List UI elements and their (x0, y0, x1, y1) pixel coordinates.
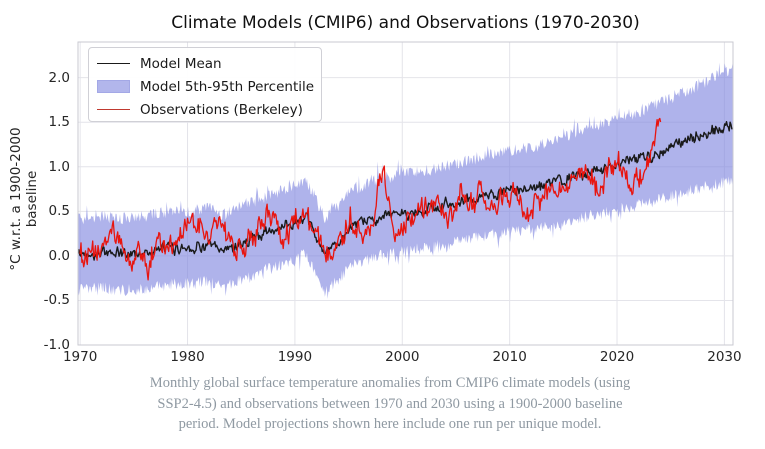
chart-title: Climate Models (CMIP6) and Observations … (23, 13, 765, 33)
y-tick-label: 0.5 (48, 203, 70, 220)
x-tick-label: 2010 (492, 349, 527, 365)
legend-label-observations: Observations (Berkeley) (140, 101, 303, 118)
y-tick-label: 1.5 (48, 114, 70, 131)
legend-item-observations: Observations (Berkeley) (97, 98, 321, 121)
legend-label-percentile-band: Model 5th-95th Percentile (140, 78, 315, 95)
model-mean-line (78, 121, 733, 261)
x-tick-label: 2000 (385, 349, 420, 365)
chart-title-text: Climate Models (CMIP6) and Observations … (171, 13, 640, 33)
y-tick-label: -1.0 (43, 337, 70, 353)
caption-line-2: SSP2-4.5) and observations between 1970 … (157, 395, 623, 412)
percentile-band-area (78, 62, 733, 299)
legend-label-model-mean: Model Mean (140, 55, 222, 72)
y-tick-label: 0.0 (48, 247, 70, 264)
caption-line-1: Monthly global surface temperature anoma… (149, 375, 631, 391)
x-tick-label: 2020 (599, 349, 635, 365)
caption-line-3: period. Model projections shown here inc… (178, 416, 602, 432)
x-tick-label: 1980 (170, 349, 205, 365)
x-tick-label: 2030 (707, 349, 742, 365)
observations-line (79, 117, 662, 281)
percentile-band-swatch (97, 80, 130, 93)
y-tick-label: 2.0 (48, 69, 70, 86)
axes-spines (77, 41, 734, 346)
x-tick-label: 1970 (62, 349, 98, 365)
x-tick-label: 1990 (277, 349, 313, 365)
legend: Model Mean Model 5th-95th Percentile Obs… (88, 47, 322, 122)
y-tick-label: -0.5 (43, 292, 70, 309)
legend-item-percentile-band: Model 5th-95th Percentile (97, 75, 321, 98)
observations-line-swatch (97, 109, 130, 110)
y-tick-label: 1.0 (48, 158, 70, 175)
legend-item-model-mean: Model Mean (97, 52, 321, 75)
model-mean-line-swatch (97, 63, 130, 64)
caption: Monthly global surface temperature anoma… (0, 373, 765, 435)
